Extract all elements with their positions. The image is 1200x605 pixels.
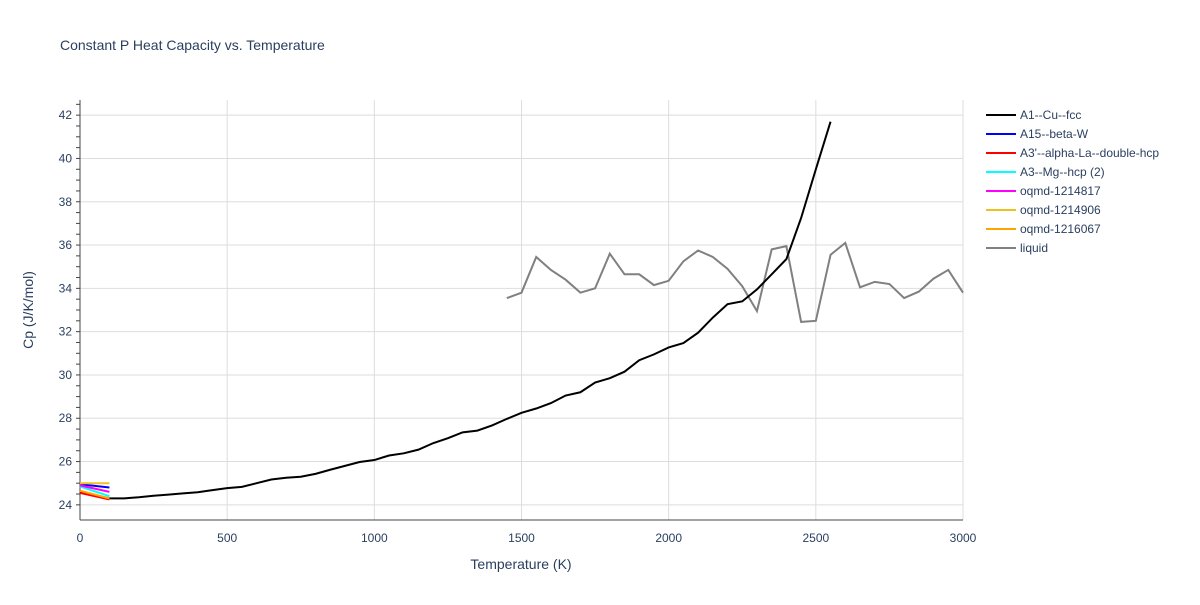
legend-label: oqmd-1214906 <box>1020 203 1101 217</box>
legend-label: oqmd-1216067 <box>1020 222 1101 236</box>
x-tick-label: 2500 <box>802 531 829 545</box>
chart-title: Constant P Heat Capacity vs. Temperature <box>60 37 325 53</box>
y-tick-label: 36 <box>59 238 73 252</box>
x-tick-label: 500 <box>217 531 237 545</box>
series-line-a1-cu-fcc <box>79 121 832 500</box>
series-line-oqmd-1216067 <box>79 489 110 500</box>
series-line-oqmd-1214817 <box>79 484 110 493</box>
y-tick-label: 42 <box>59 108 73 122</box>
y-tick-label: 26 <box>59 455 73 469</box>
x-tick-label: 1000 <box>361 531 388 545</box>
x-tick-label: 0 <box>77 531 84 545</box>
x-tick-label: 1500 <box>508 531 535 545</box>
y-tick-label: 40 <box>59 151 73 165</box>
legend-label: A1--Cu--fcc <box>1020 108 1081 122</box>
x-axis-label: Temperature (K) <box>470 556 571 572</box>
y-axis-label: Cp (J/K/mol) <box>20 271 36 349</box>
y-tick-label: 24 <box>59 498 73 512</box>
y-tick-label: 28 <box>59 411 73 425</box>
y-tick-label: 30 <box>59 368 73 382</box>
series-line-liquid <box>506 241 964 323</box>
x-tick-label: 2000 <box>655 531 682 545</box>
y-tick-label: 34 <box>59 281 73 295</box>
legend-label: liquid <box>1020 241 1048 255</box>
y-tick-label: 32 <box>59 325 73 339</box>
legend-label: A3--Mg--hcp (2) <box>1020 165 1105 179</box>
x-tick-label: 3000 <box>950 531 977 545</box>
series-line-a15-beta-w <box>79 483 110 489</box>
series-line-a3-mg-hcp-2- <box>79 485 110 498</box>
legend-label: oqmd-1214817 <box>1020 184 1101 198</box>
series-line-a3-alpha-la-double-hcp <box>79 491 110 501</box>
legend-label: A15--beta-W <box>1020 127 1089 141</box>
y-tick-label: 38 <box>59 195 73 209</box>
legend-label: A3'--alpha-La--double-hcp <box>1020 146 1159 160</box>
